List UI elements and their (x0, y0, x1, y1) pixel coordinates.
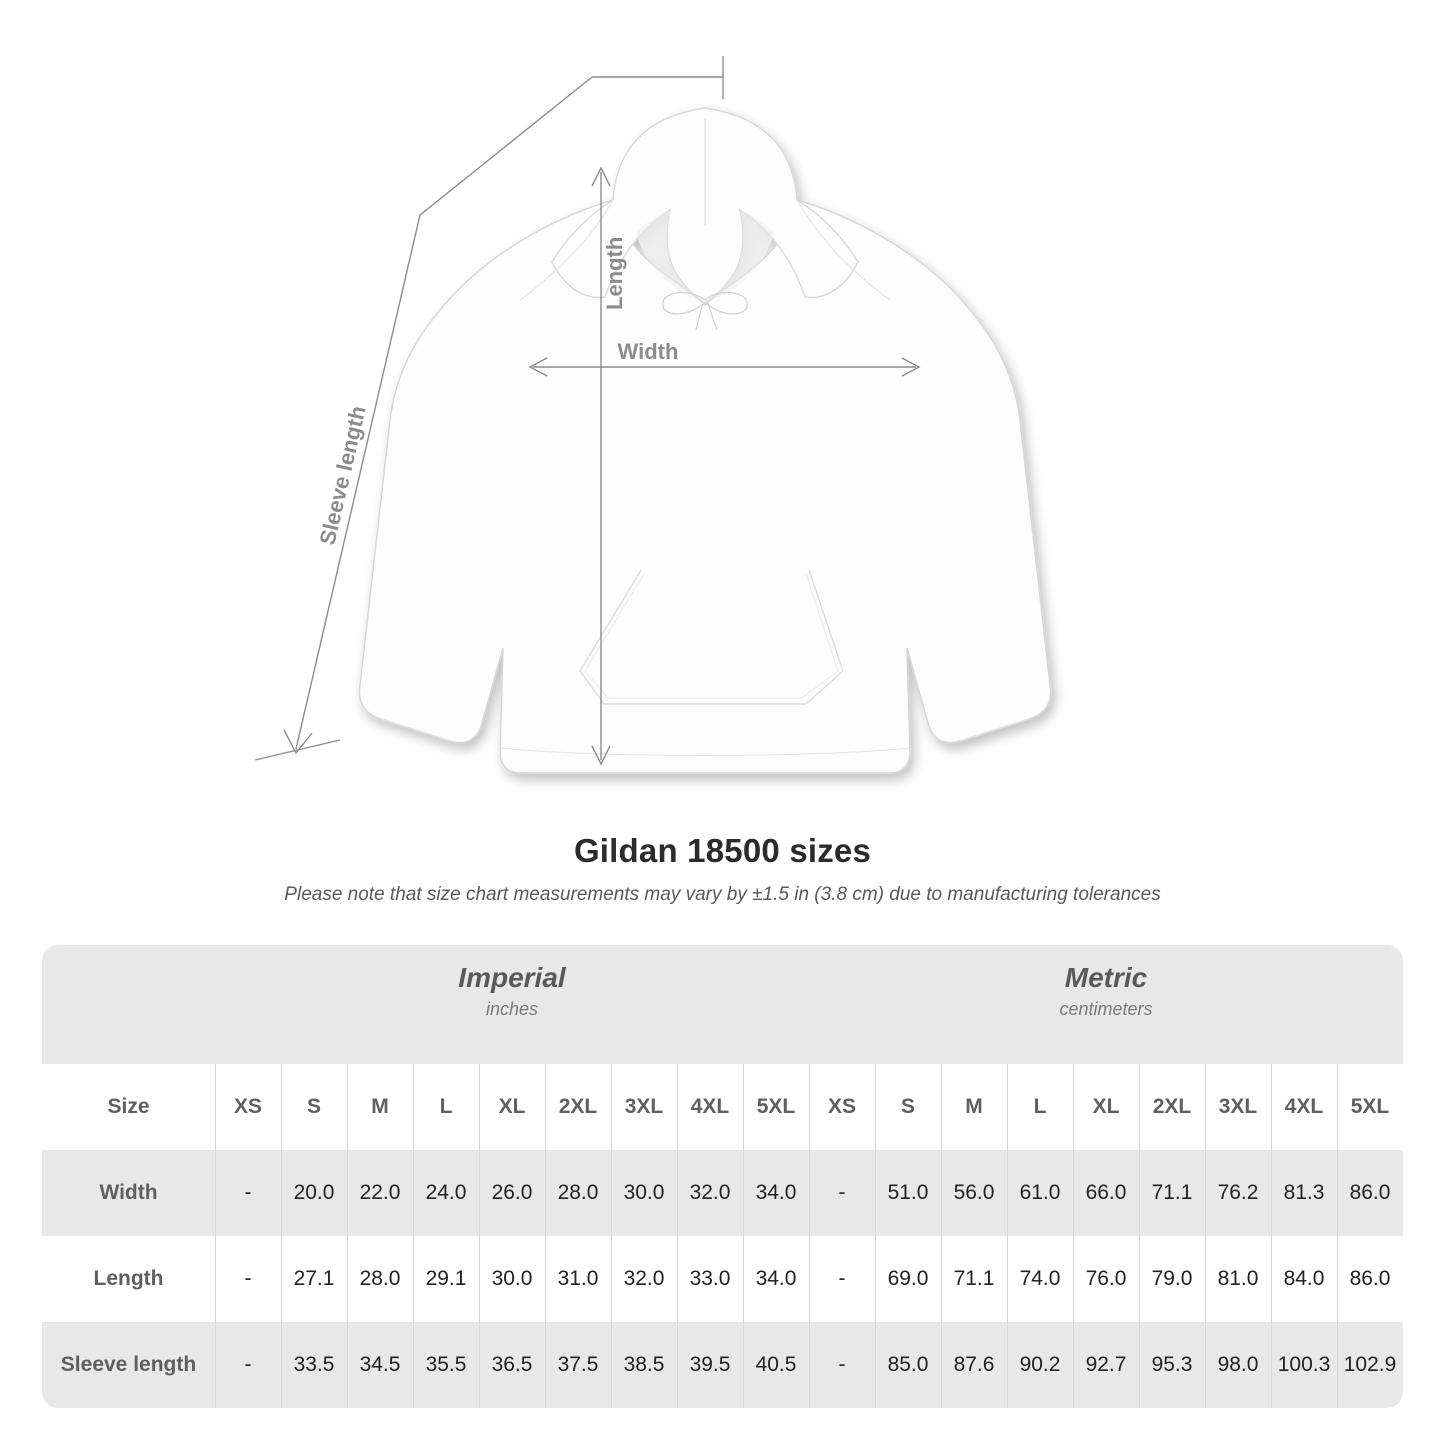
svg-text:Length: Length (602, 237, 627, 310)
svg-text:Sleeve length: Sleeve length (315, 403, 371, 547)
svg-text:Width: Width (618, 339, 679, 364)
